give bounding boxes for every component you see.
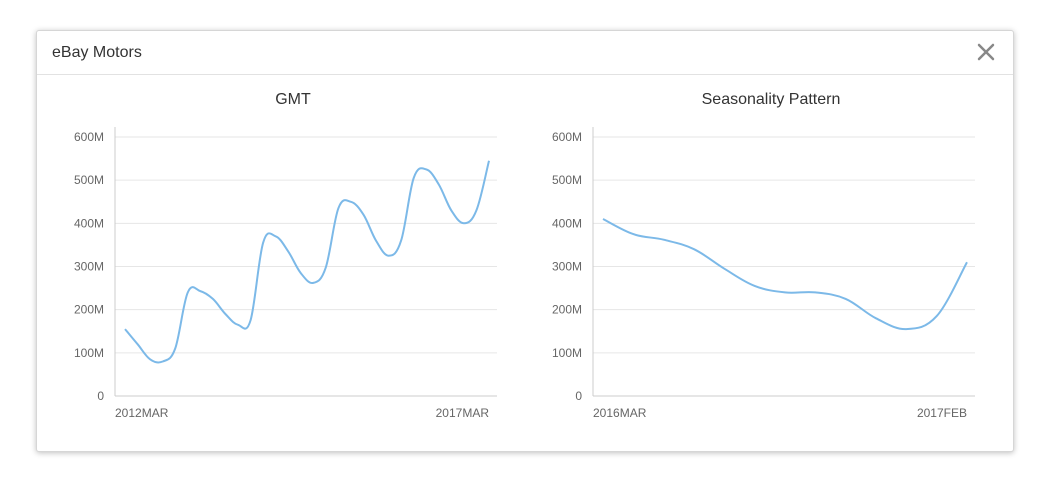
gmt-y-tick-label: 100M	[74, 346, 104, 360]
seasonality-y-tick-label: 200M	[552, 303, 582, 317]
gmt-y-tick-label: 400M	[74, 216, 104, 230]
gmt-y-tick-label: 500M	[74, 173, 104, 187]
gmt-chart-group: GMT 0 100M 200M 300M 400M 500M 600M 2012MAR 2017M…	[74, 91, 497, 420]
seasonality-y-tick-label: 0	[575, 389, 582, 403]
seasonality-y-tick-label: 100M	[552, 346, 582, 360]
modal-title: eBay Motors	[52, 44, 142, 61]
chart-modal: eBay Motors GMT 0 100M 200M 300M 400M 500M 600M…	[36, 30, 1014, 452]
seasonality-x-start-label: 2016MAR	[593, 406, 647, 420]
gmt-chart: GMT 0 100M 200M 300M 400M 500M 600M 2012MAR 2017M…	[74, 91, 975, 420]
seasonality-chart-group: Seasonality Pattern 0 100M 200M 300M 400M 500M…	[552, 91, 975, 420]
seasonality-y-tick-label: 400M	[552, 216, 582, 230]
close-button[interactable]	[975, 41, 997, 63]
gmt-series-line	[124, 160, 490, 364]
gmt-y-tick-label: 600M	[74, 130, 104, 144]
seasonality-y-tick-label: 300M	[552, 260, 582, 274]
gmt-y-tick-label: 300M	[74, 260, 104, 274]
seasonality-y-tick-label: 500M	[552, 173, 582, 187]
gmt-y-tick-label: 200M	[74, 303, 104, 317]
gmt-x-start-label: 2012MAR	[115, 406, 169, 420]
seasonality-series-line	[602, 218, 968, 331]
modal-header: eBay Motors	[37, 31, 1013, 75]
seasonality-x-end-label: 2017FEB	[917, 406, 967, 420]
gmt-x-end-label: 2017MAR	[436, 406, 490, 420]
close-x-icon	[977, 43, 995, 61]
gmt-chart-title: GMT	[275, 91, 311, 108]
seasonality-chart-title: Seasonality Pattern	[702, 91, 841, 108]
gmt-y-tick-label: 0	[97, 389, 104, 403]
seasonality-y-tick-label: 600M	[552, 130, 582, 144]
